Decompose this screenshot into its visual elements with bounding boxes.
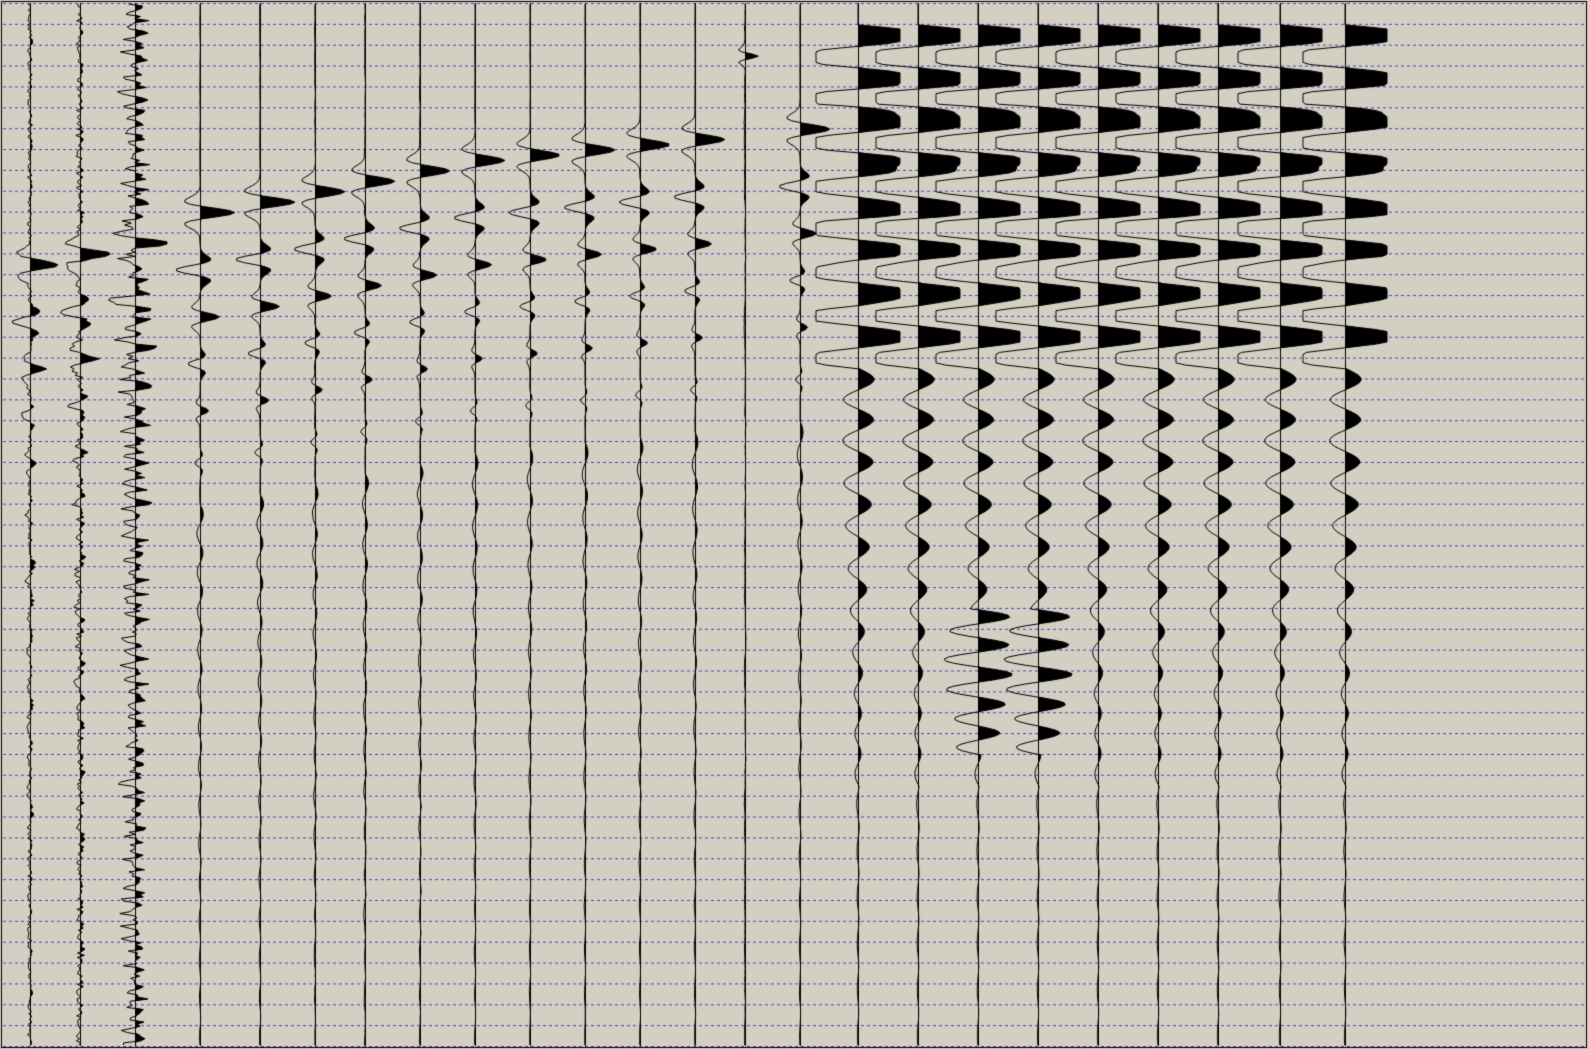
seismic-wiggle-plot [0, 0, 1588, 1049]
